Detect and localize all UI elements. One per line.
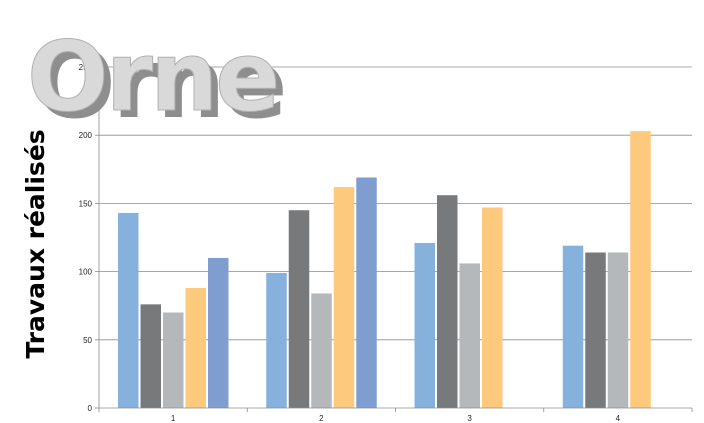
bar — [185, 287, 206, 408]
bar — [630, 131, 651, 408]
axes: 0 50 100 150 200 250 1 2 3 4 — [79, 63, 693, 423]
x-tick-label: 4 — [616, 414, 621, 423]
y-tick-label: 50 — [83, 336, 92, 345]
chart-title-text: Orne — [27, 21, 277, 133]
bar — [459, 263, 480, 408]
y-axis-label: Travaux réalisés — [21, 129, 50, 358]
x-tick-label: 3 — [467, 414, 472, 423]
bar — [356, 177, 377, 408]
bar — [437, 195, 458, 408]
chart-title-shadow: Orne — [34, 28, 284, 140]
y-tick-label: 150 — [79, 199, 93, 208]
y-tick-label: 250 — [79, 63, 93, 72]
y-tick-label: 0 — [88, 404, 93, 413]
bar — [414, 242, 435, 408]
bar — [288, 210, 310, 408]
bar — [562, 245, 584, 408]
bar — [333, 187, 355, 408]
bar — [266, 272, 287, 408]
bar — [208, 257, 229, 408]
x-tick-label: 1 — [171, 414, 176, 423]
bar — [482, 207, 503, 408]
y-tick-label: 100 — [79, 268, 93, 277]
bar — [140, 304, 161, 408]
chart-title: Orne Orne — [27, 21, 288, 141]
bars — [118, 131, 651, 408]
bar — [118, 212, 139, 408]
bar — [607, 252, 629, 408]
y-tick-label: 200 — [79, 131, 93, 140]
bar — [311, 293, 332, 408]
x-tick-label: 2 — [319, 414, 324, 423]
bar — [585, 252, 606, 408]
bar — [163, 312, 184, 408]
